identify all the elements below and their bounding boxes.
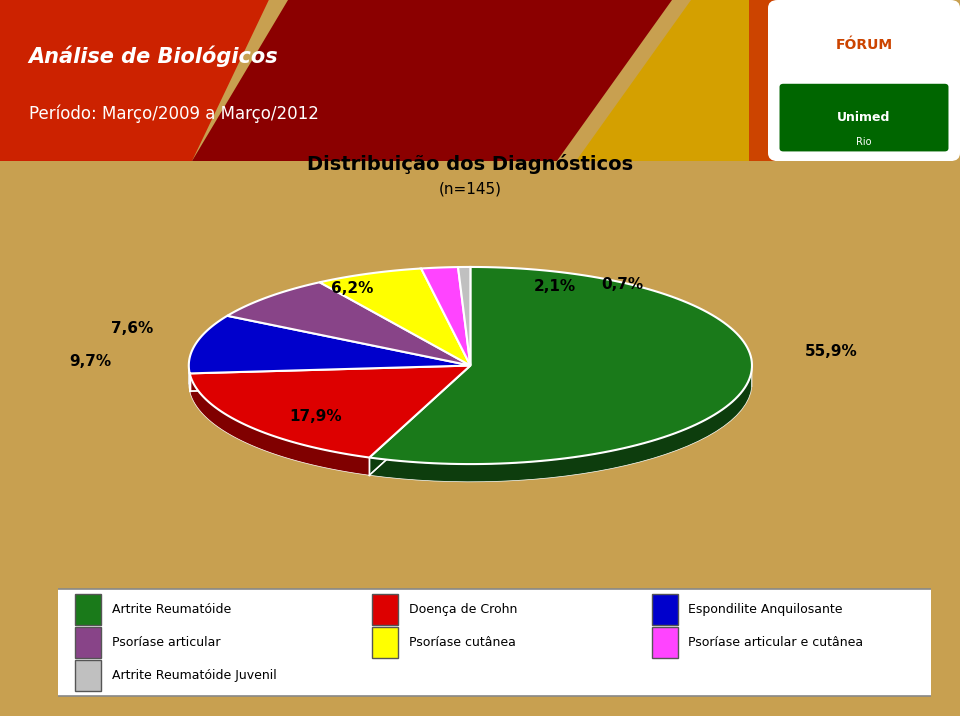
Polygon shape (421, 267, 470, 366)
FancyBboxPatch shape (372, 594, 398, 625)
Text: Artrite Reumatóide Juvenil: Artrite Reumatóide Juvenil (111, 669, 276, 682)
Text: 55,9%: 55,9% (804, 344, 857, 359)
FancyBboxPatch shape (652, 594, 678, 625)
Text: Psoríase articular e cutânea: Psoríase articular e cutânea (688, 636, 863, 649)
Text: 0,7%: 0,7% (601, 277, 643, 292)
Polygon shape (192, 0, 672, 161)
Polygon shape (190, 366, 470, 458)
Text: Psoríase articular: Psoríase articular (111, 636, 220, 649)
Polygon shape (749, 0, 787, 161)
Text: Distribuição dos Diagnósticos: Distribuição dos Diagnósticos (307, 154, 634, 174)
FancyBboxPatch shape (75, 660, 102, 692)
Polygon shape (190, 374, 370, 475)
FancyBboxPatch shape (75, 594, 102, 625)
Polygon shape (320, 268, 470, 366)
Text: Rio: Rio (856, 137, 872, 147)
Text: Doença de Crohn: Doença de Crohn (409, 603, 517, 616)
Text: Espondilite Anquilosante: Espondilite Anquilosante (688, 603, 843, 616)
Text: Unimed: Unimed (837, 111, 891, 124)
FancyBboxPatch shape (780, 84, 948, 151)
Text: (n=145): (n=145) (439, 182, 502, 197)
Polygon shape (458, 267, 470, 366)
Text: FÓRUM: FÓRUM (835, 38, 893, 52)
Text: Análise de Biológicos: Análise de Biológicos (29, 45, 278, 67)
Text: 6,2%: 6,2% (331, 281, 373, 296)
Polygon shape (228, 282, 470, 366)
Polygon shape (370, 369, 752, 482)
Text: 7,6%: 7,6% (111, 321, 154, 336)
Text: Psoríase cutânea: Psoríase cutânea (409, 636, 516, 649)
FancyBboxPatch shape (652, 627, 678, 658)
FancyBboxPatch shape (372, 627, 398, 658)
FancyBboxPatch shape (53, 589, 936, 696)
FancyBboxPatch shape (75, 627, 102, 658)
Polygon shape (370, 267, 752, 464)
Polygon shape (576, 0, 768, 161)
Polygon shape (0, 0, 269, 161)
Text: 2,1%: 2,1% (534, 279, 576, 294)
FancyBboxPatch shape (768, 0, 960, 161)
Polygon shape (189, 316, 470, 374)
Text: 9,7%: 9,7% (69, 354, 111, 369)
Text: Artrite Reumatóide: Artrite Reumatóide (111, 603, 231, 616)
Text: 17,9%: 17,9% (289, 410, 342, 425)
Text: Período: Março/2009 a Março/2012: Período: Março/2009 a Março/2012 (29, 105, 319, 123)
